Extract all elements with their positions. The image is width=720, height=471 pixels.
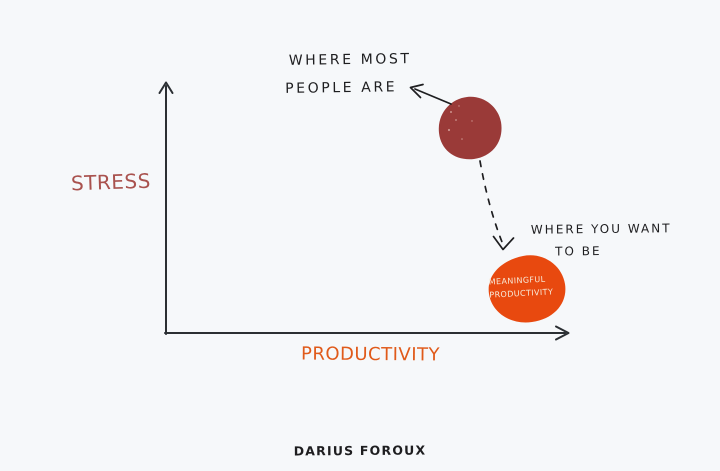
high-stress-blob xyxy=(438,96,502,160)
x-axis-arrowhead-icon xyxy=(555,325,570,341)
transition-arrowhead-icon xyxy=(492,235,515,251)
annotation-where-you-want-to-be: WHERE YOU WANT TO BE xyxy=(531,217,672,262)
annotation-line: PEOPLE ARE xyxy=(285,79,398,97)
annotation-line: WHERE MOST xyxy=(288,51,412,69)
annotation-line: TO BE xyxy=(555,243,602,259)
meaningful-productivity-blob xyxy=(488,255,566,323)
meaningful-productivity-blob-label: MEANINGFUL PRODUCTIVITY xyxy=(488,272,553,301)
y-axis-label: STRESS xyxy=(70,168,152,196)
y-axis-arrowhead-icon xyxy=(158,81,174,94)
high-stress-blob-speckles xyxy=(447,105,473,140)
x-axis-label: PRODUCTIVITY xyxy=(300,343,441,366)
annotation-where-most-people-are: WHERE MOST PEOPLE ARE xyxy=(285,45,413,103)
transition-dashed-arrow-line xyxy=(479,160,503,243)
annotation-line: WHERE YOU WANT xyxy=(530,221,672,237)
annotation-arrowhead-icon xyxy=(409,83,424,99)
annotation-arrow-line xyxy=(414,88,452,105)
